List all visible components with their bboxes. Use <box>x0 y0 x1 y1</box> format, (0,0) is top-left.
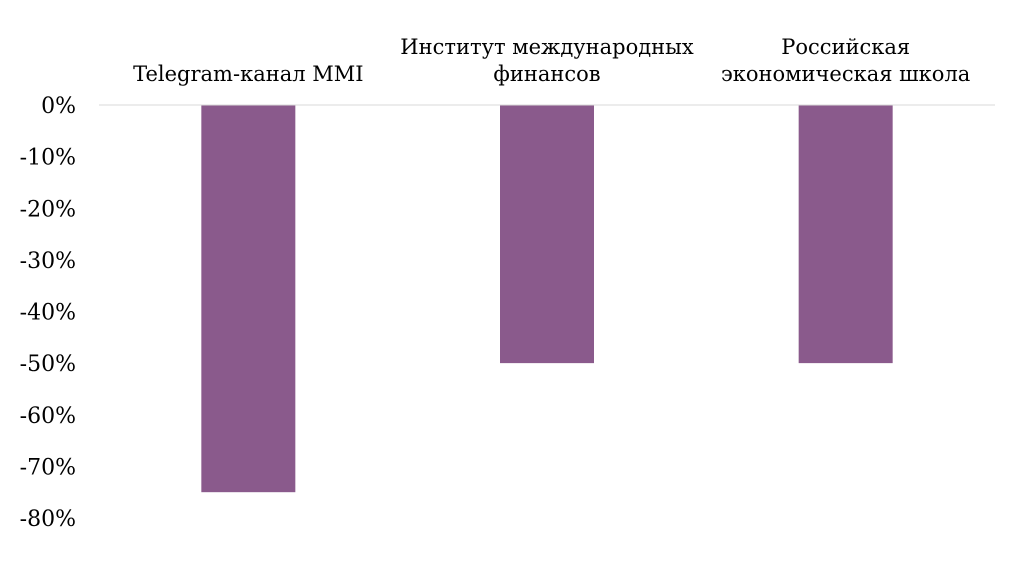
y-tick-label: -20% <box>20 197 76 222</box>
y-tick-label: -80% <box>20 507 76 532</box>
y-tick-label: 0% <box>41 94 76 119</box>
bar <box>798 105 893 364</box>
y-tick-label: -30% <box>20 249 76 274</box>
category-label: финансов <box>493 62 600 86</box>
category-label: Российская <box>781 35 910 59</box>
y-tick-label: -10% <box>20 146 76 171</box>
category-label: экономическая школа <box>721 62 970 86</box>
category-label: Telegram-канал MMI <box>133 62 363 86</box>
bar <box>201 105 296 493</box>
y-tick-label: -40% <box>20 301 76 326</box>
y-tick-label: -60% <box>20 404 76 429</box>
y-tick-label: -70% <box>20 455 76 480</box>
y-tick-label: -50% <box>20 352 76 377</box>
category-label: Институт международных <box>400 35 694 59</box>
bar <box>500 105 594 364</box>
